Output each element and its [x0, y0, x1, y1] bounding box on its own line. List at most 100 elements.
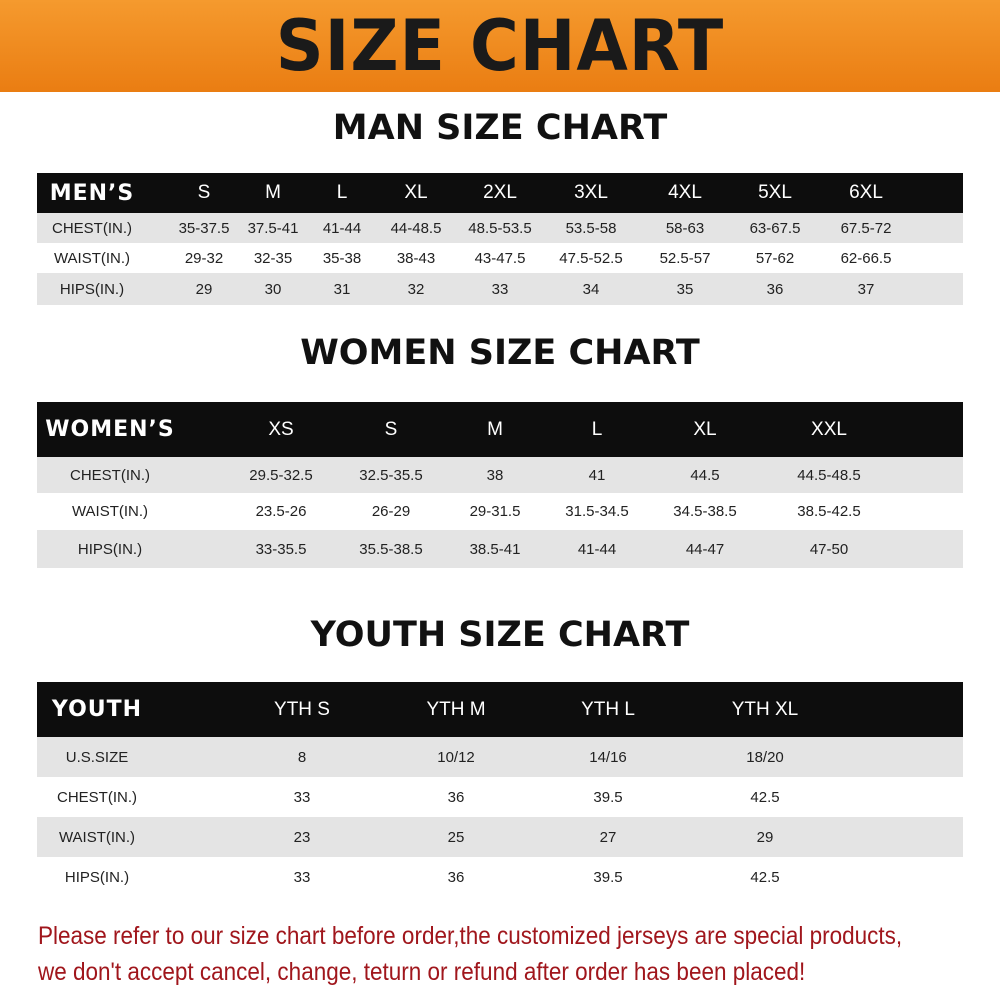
table-cell: 31 [333, 280, 351, 298]
measurement-label: WAIST(IN.) [53, 249, 131, 267]
table-cell: 62-66.5 [840, 249, 892, 267]
table-cell: 8 [297, 748, 307, 766]
table-cell: 41-44 [577, 540, 617, 558]
size-column-header: YTH L [581, 698, 635, 720]
table-cell: 29-31.5 [469, 503, 521, 520]
size-column-header: 5XL [758, 182, 792, 203]
table-cell: 41 [588, 466, 606, 484]
table-cell: 32-35 [253, 249, 293, 267]
size-column-header: S [384, 418, 398, 440]
table-row: HIPS(IN.) 29 30 31 32 33 34 35 36 37 [37, 273, 963, 305]
table-cell: 14/16 [589, 748, 627, 766]
table-cell: 38-43 [396, 249, 436, 267]
table-cell: 41-44 [322, 219, 362, 237]
table-cell: 33 [293, 868, 311, 886]
table-row: HIPS(IN.) 33 36 39.5 42.5 [37, 857, 963, 897]
table-cell: 36 [766, 280, 784, 298]
table-header-label: YOUTH [51, 697, 143, 722]
size-column-header: XL [404, 182, 428, 203]
table-row: WAIST(IN.) 23 25 27 29 [37, 817, 963, 857]
table-cell: 58-63 [665, 219, 705, 237]
table-cell: 32.5-35.5 [359, 466, 423, 484]
size-column-header: S [197, 182, 211, 203]
size-column-header: L [336, 182, 348, 203]
table-cell: 34.5-38.5 [673, 503, 737, 520]
size-column-header: XS [268, 418, 294, 440]
size-column-header: 4XL [668, 182, 702, 203]
measurement-label: CHEST(IN.) [70, 466, 150, 484]
measurement-label: WAIST(IN.) [71, 503, 149, 520]
size-column-header: M [487, 418, 503, 440]
table-cell: 44.5-48.5 [797, 466, 861, 484]
table-row: WAIST(IN.) 29-32 32-35 35-38 38-43 43-47.5 47.… [37, 243, 963, 273]
table-cell: 35.5-38.5 [359, 540, 423, 558]
table-row: WAIST(IN.) 23.5-26 26-29 29-31.5 31.5-34.5 34… [37, 493, 963, 530]
table-row: CHEST(IN.) 29.5-32.5 32.5-35.5 38 41 44.5 44.5… [37, 457, 963, 493]
table-cell: 26-29 [371, 503, 411, 520]
table-cell: 39.5 [593, 788, 623, 806]
table-cell: 31.5-34.5 [565, 503, 629, 520]
table-cell: 18/20 [746, 748, 784, 766]
notice-line-1: Please refer to our size chart before or… [38, 922, 903, 950]
table-cell: 34 [582, 280, 600, 298]
table-cell: 29.5-32.5 [249, 466, 313, 484]
table-cell: 23.5-26 [255, 503, 307, 520]
table-cell: 29 [756, 828, 774, 846]
measurement-label: CHEST(IN.) [52, 219, 132, 237]
table-cell: 38.5-41 [469, 540, 521, 558]
size-column-header: L [591, 418, 603, 440]
table-header-row: WOMEN’S XS S M L XL XXL [37, 402, 963, 457]
table-cell: 43-47.5 [474, 249, 526, 267]
table-cell: 44.5 [690, 466, 720, 484]
size-column-header: XL [693, 418, 717, 440]
table-cell: 37.5-41 [247, 219, 299, 237]
size-column-header: 2XL [483, 182, 517, 203]
table-cell: 33 [293, 788, 311, 806]
size-chart-banner: SIZE CHART [0, 0, 1000, 92]
men-title: MAN SIZE CHART [332, 108, 668, 148]
table-cell: 42.5 [750, 788, 780, 806]
size-column-header: YTH S [274, 698, 330, 720]
banner-title: SIZE CHART [275, 5, 725, 87]
table-header-row: MEN’S S M L XL 2XL 3XL 4XL 5XL 6XL [37, 173, 963, 213]
table-cell: 37 [857, 280, 875, 298]
size-column-header: YTH M [426, 698, 486, 720]
size-column-header: YTH XL [731, 698, 799, 720]
table-cell: 35-38 [322, 249, 362, 267]
measurement-label: HIPS(IN.) [77, 540, 143, 558]
table-cell: 33-35.5 [255, 540, 307, 558]
measurement-label: HIPS(IN.) [64, 868, 130, 886]
table-row: HIPS(IN.) 33-35.5 35.5-38.5 38.5-41 41-44 44-… [37, 530, 963, 568]
table-cell: 27 [599, 828, 617, 846]
table-row: CHEST(IN.) 35-37.5 37.5-41 41-44 44-48.5 48.5… [37, 213, 963, 243]
table-cell: 35-37.5 [178, 219, 230, 237]
table-cell: 10/12 [437, 748, 475, 766]
table-header-label: MEN’S [49, 180, 135, 206]
notice-line-2: we don't accept cancel, change, teturn o… [38, 958, 806, 986]
table-cell: 38 [486, 466, 504, 484]
table-cell: 42.5 [750, 868, 780, 886]
table-cell: 30 [264, 280, 282, 298]
size-column-header: 3XL [574, 182, 608, 203]
measurement-label: U.S.SIZE [65, 748, 129, 766]
youth-title: YOUTH SIZE CHART [310, 615, 690, 655]
table-cell: 63-67.5 [749, 219, 801, 237]
table-header-row: YOUTH YTH S YTH M YTH L YTH XL [37, 682, 963, 737]
size-column-header: 6XL [849, 182, 883, 203]
table-cell: 48.5-53.5 [468, 219, 532, 237]
table-cell: 67.5-72 [840, 219, 892, 237]
table-cell: 44-48.5 [390, 219, 442, 237]
measurement-label: WAIST(IN.) [58, 828, 136, 846]
table-cell: 57-62 [755, 249, 795, 267]
table-cell: 35 [676, 280, 694, 298]
table-row: U.S.SIZE 8 10/12 14/16 18/20 [37, 737, 963, 777]
table-cell: 29-32 [184, 249, 224, 267]
table-cell: 25 [447, 828, 465, 846]
women-title: WOMEN SIZE CHART [300, 333, 700, 373]
table-cell: 36 [447, 788, 465, 806]
measurement-label: CHEST(IN.) [57, 788, 137, 806]
table-cell: 52.5-57 [659, 249, 711, 267]
table-cell: 29 [195, 280, 213, 298]
table-cell: 23 [293, 828, 311, 846]
table-cell: 33 [491, 280, 509, 298]
